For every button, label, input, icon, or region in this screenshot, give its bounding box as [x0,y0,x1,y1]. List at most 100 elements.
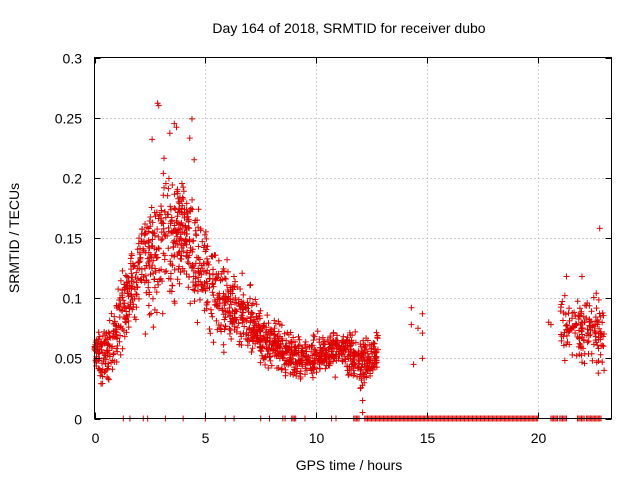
data-point [152,268,159,275]
data-point [271,325,278,332]
data-point [175,250,182,257]
data-point [160,250,167,257]
y-tick-label: 0.15 [55,231,82,247]
data-point [220,265,227,272]
data-point [222,308,229,315]
data-point [282,357,289,364]
data-point [249,334,256,341]
data-point [210,266,217,273]
data-point [566,317,573,324]
data-point [343,346,350,353]
data-point [97,367,104,374]
data-point [171,205,178,212]
data-point [246,282,253,289]
data-point [597,336,604,343]
data-point [573,352,580,359]
data-point [129,283,136,290]
data-point [584,339,591,346]
data-point [178,180,185,187]
data-point [116,338,123,345]
data-point [130,278,137,285]
data-point [187,208,194,215]
data-point [252,296,259,303]
data-point [195,243,202,250]
data-point [131,295,138,302]
data-point [361,363,368,370]
data-point [162,180,169,187]
data-point [559,317,566,324]
x-tick-label: 5 [202,430,210,446]
data-point [204,267,211,274]
data-point [112,322,119,329]
data-point [249,310,256,317]
data-point [371,340,378,347]
data-point [339,357,346,364]
data-point [253,314,260,321]
data-point [293,372,300,379]
data-point [95,336,102,343]
data-point [310,337,317,344]
data-point [191,156,198,163]
data-point [194,319,201,326]
data-point [96,349,103,356]
data-point [101,340,108,347]
data-point [110,351,117,358]
data-point [192,217,199,224]
data-point [295,343,302,350]
data-point [291,369,298,376]
data-point [342,348,349,355]
data-point [344,342,351,349]
data-point [569,315,576,322]
data-point [287,329,294,336]
data-point [250,338,257,345]
data-point [195,206,202,213]
y-tick-label: 0.25 [55,111,82,127]
data-point [296,336,303,343]
data-point [99,373,106,380]
data-point [372,349,379,356]
data-point [572,313,579,320]
data-point [599,359,606,366]
data-point [125,318,132,325]
data-point [142,249,149,256]
data-point [131,314,138,321]
data-point [593,290,600,297]
data-point [576,334,583,341]
data-point [175,220,182,227]
data-point [220,311,227,318]
data-point [148,204,155,211]
data-point [203,305,210,312]
data-point [171,228,178,235]
data-point [123,329,130,336]
data-point [210,339,217,346]
data-point [414,325,421,332]
data-point [167,258,174,265]
data-point [573,321,580,328]
data-point [186,135,193,142]
data-point [587,327,594,334]
data-point [144,255,151,262]
data-point [256,312,263,319]
data-point [576,305,583,312]
data-point [184,231,191,237]
data-point [275,318,282,325]
data-point [224,256,231,263]
data-point [346,351,353,358]
data-point [232,278,239,285]
data-point [227,288,234,295]
data-point [240,309,247,316]
data-point [292,361,299,368]
data-point [256,335,263,342]
data-point [167,270,174,277]
data-point [302,353,309,360]
data-point [194,288,201,295]
data-point [105,363,112,370]
data-point [138,277,145,284]
data-point [346,366,353,373]
data-point [355,357,362,364]
data-point [127,255,134,262]
data-point [335,348,342,355]
y-tick-label: 0 [74,412,82,428]
data-point [198,281,205,288]
data-point [246,326,253,333]
